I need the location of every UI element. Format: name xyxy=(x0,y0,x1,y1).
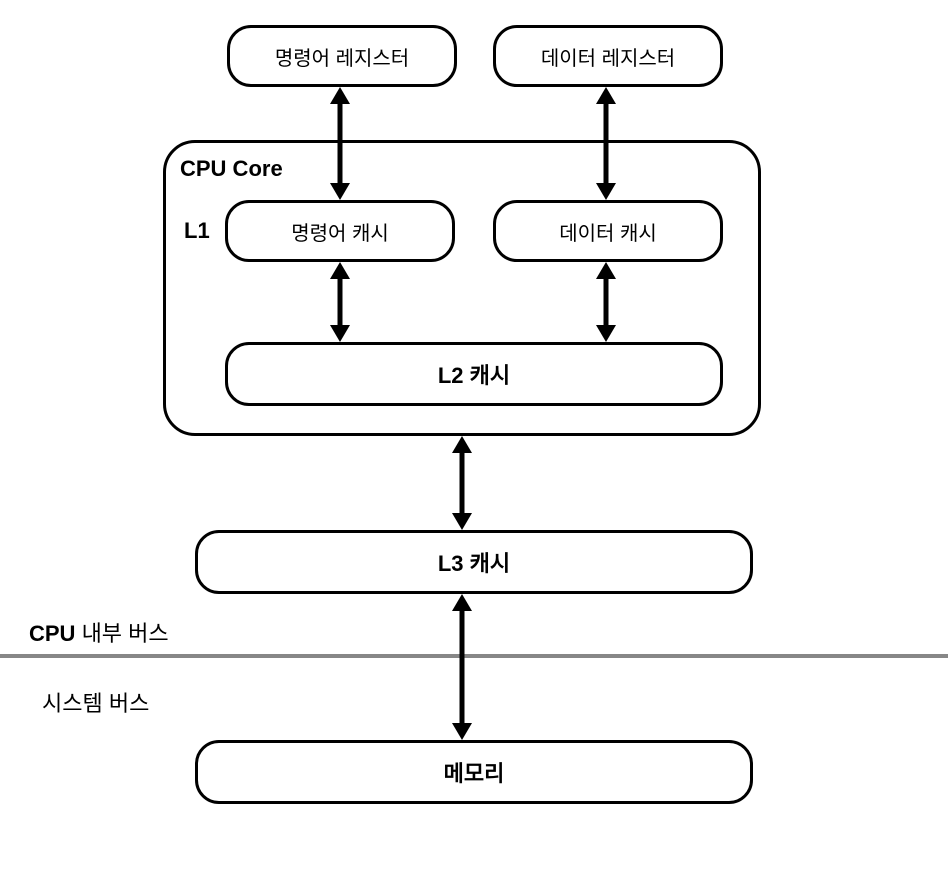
sys-bus-label: 시스템 버스 xyxy=(42,686,149,718)
data-cache-label: 데이터 캐시 xyxy=(559,217,657,246)
inst-register-box: 명령어 레지스터 xyxy=(227,25,457,87)
cpu-core-label: CPU Core xyxy=(180,156,283,182)
l3-cache-box: L3 캐시 xyxy=(195,530,753,594)
inst-cache-label: 명령어 캐시 xyxy=(291,217,389,246)
memory-label: 메모리 xyxy=(444,756,505,788)
arrow-l2-l3 xyxy=(452,436,472,530)
inst-cache-box: 명령어 캐시 xyxy=(225,200,455,262)
inst-register-label: 명령어 레지스터 xyxy=(275,42,409,71)
l2-cache-label: L2 캐시 xyxy=(438,358,510,390)
l2-cache-box: L2 캐시 xyxy=(225,342,723,406)
data-cache-box: 데이터 캐시 xyxy=(493,200,723,262)
memory-box: 메모리 xyxy=(195,740,753,804)
cpu-bus-label: CPU 내부 버스 xyxy=(29,616,169,648)
l3-cache-label: L3 캐시 xyxy=(438,546,510,578)
arrow-l3-memory xyxy=(452,594,472,740)
data-register-label: 데이터 레지스터 xyxy=(541,42,675,71)
l1-label: L1 xyxy=(184,218,210,244)
data-register-box: 데이터 레지스터 xyxy=(493,25,723,87)
